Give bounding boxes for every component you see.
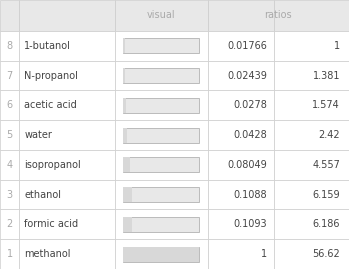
Bar: [0, 180, 19, 210]
Text: methanol: methanol: [24, 249, 71, 259]
Bar: [115, 210, 208, 239]
Bar: [208, 150, 274, 180]
Text: water: water: [24, 130, 52, 140]
Bar: [124, 128, 199, 143]
Bar: [274, 239, 349, 269]
Text: 0.1088: 0.1088: [234, 190, 267, 200]
Bar: [274, 210, 349, 239]
Text: 1.381: 1.381: [312, 70, 340, 81]
Bar: [0, 120, 19, 150]
Bar: [124, 247, 199, 261]
Text: 6: 6: [7, 100, 13, 110]
Bar: [124, 217, 199, 232]
Bar: [115, 0, 208, 31]
Text: 1: 1: [334, 41, 340, 51]
Bar: [208, 120, 274, 150]
Bar: [124, 157, 129, 172]
Text: 4.557: 4.557: [312, 160, 340, 170]
Bar: [0, 150, 19, 180]
Bar: [115, 120, 208, 150]
Text: N-propanol: N-propanol: [24, 70, 78, 81]
Bar: [124, 38, 125, 53]
Bar: [124, 68, 125, 83]
Bar: [115, 239, 208, 269]
Bar: [115, 90, 208, 120]
Bar: [19, 150, 115, 180]
Text: 3: 3: [7, 190, 13, 200]
Bar: [19, 90, 115, 120]
Text: ratios: ratios: [265, 10, 292, 20]
Text: ethanol: ethanol: [24, 190, 61, 200]
Bar: [208, 180, 274, 210]
Bar: [124, 187, 132, 202]
Text: visual: visual: [147, 10, 176, 20]
Bar: [274, 0, 349, 31]
Text: 6.159: 6.159: [312, 190, 340, 200]
Bar: [19, 31, 115, 61]
Text: 2: 2: [7, 219, 13, 229]
Bar: [274, 150, 349, 180]
Bar: [0, 0, 19, 31]
Text: 4: 4: [7, 160, 13, 170]
Text: 0.08049: 0.08049: [228, 160, 267, 170]
Text: 1: 1: [261, 249, 267, 259]
Bar: [19, 210, 115, 239]
Bar: [124, 128, 127, 143]
Text: 0.02439: 0.02439: [228, 70, 267, 81]
Bar: [115, 150, 208, 180]
Text: 8: 8: [7, 41, 13, 51]
Bar: [0, 31, 19, 61]
Text: 0.0428: 0.0428: [233, 130, 267, 140]
Bar: [19, 0, 115, 31]
Bar: [124, 98, 126, 113]
Bar: [0, 239, 19, 269]
Text: 0.1093: 0.1093: [234, 219, 267, 229]
Bar: [208, 90, 274, 120]
Bar: [124, 187, 199, 202]
Bar: [115, 180, 208, 210]
Bar: [208, 210, 274, 239]
Bar: [124, 217, 132, 232]
Bar: [115, 61, 208, 90]
Bar: [208, 239, 274, 269]
Text: 7: 7: [7, 70, 13, 81]
Text: 56.62: 56.62: [312, 249, 340, 259]
Text: 1-butanol: 1-butanol: [24, 41, 71, 51]
Bar: [274, 120, 349, 150]
Bar: [115, 31, 208, 61]
Bar: [0, 61, 19, 90]
Bar: [19, 61, 115, 90]
Bar: [124, 247, 199, 261]
Bar: [0, 210, 19, 239]
Bar: [124, 98, 199, 113]
Text: formic acid: formic acid: [24, 219, 79, 229]
Bar: [19, 180, 115, 210]
Bar: [208, 61, 274, 90]
Text: isopropanol: isopropanol: [24, 160, 81, 170]
Bar: [19, 239, 115, 269]
Text: 1.574: 1.574: [312, 100, 340, 110]
Bar: [124, 38, 199, 53]
Text: acetic acid: acetic acid: [24, 100, 77, 110]
Bar: [274, 61, 349, 90]
Bar: [0, 90, 19, 120]
Bar: [208, 31, 274, 61]
Bar: [274, 31, 349, 61]
Text: 2.42: 2.42: [318, 130, 340, 140]
Text: 0.0278: 0.0278: [233, 100, 267, 110]
Bar: [274, 180, 349, 210]
Text: 1: 1: [7, 249, 13, 259]
Bar: [274, 90, 349, 120]
Bar: [19, 120, 115, 150]
Bar: [208, 0, 274, 31]
Text: 6.186: 6.186: [312, 219, 340, 229]
Bar: [124, 68, 199, 83]
Bar: [124, 157, 199, 172]
Text: 0.01766: 0.01766: [228, 41, 267, 51]
Text: 5: 5: [7, 130, 13, 140]
